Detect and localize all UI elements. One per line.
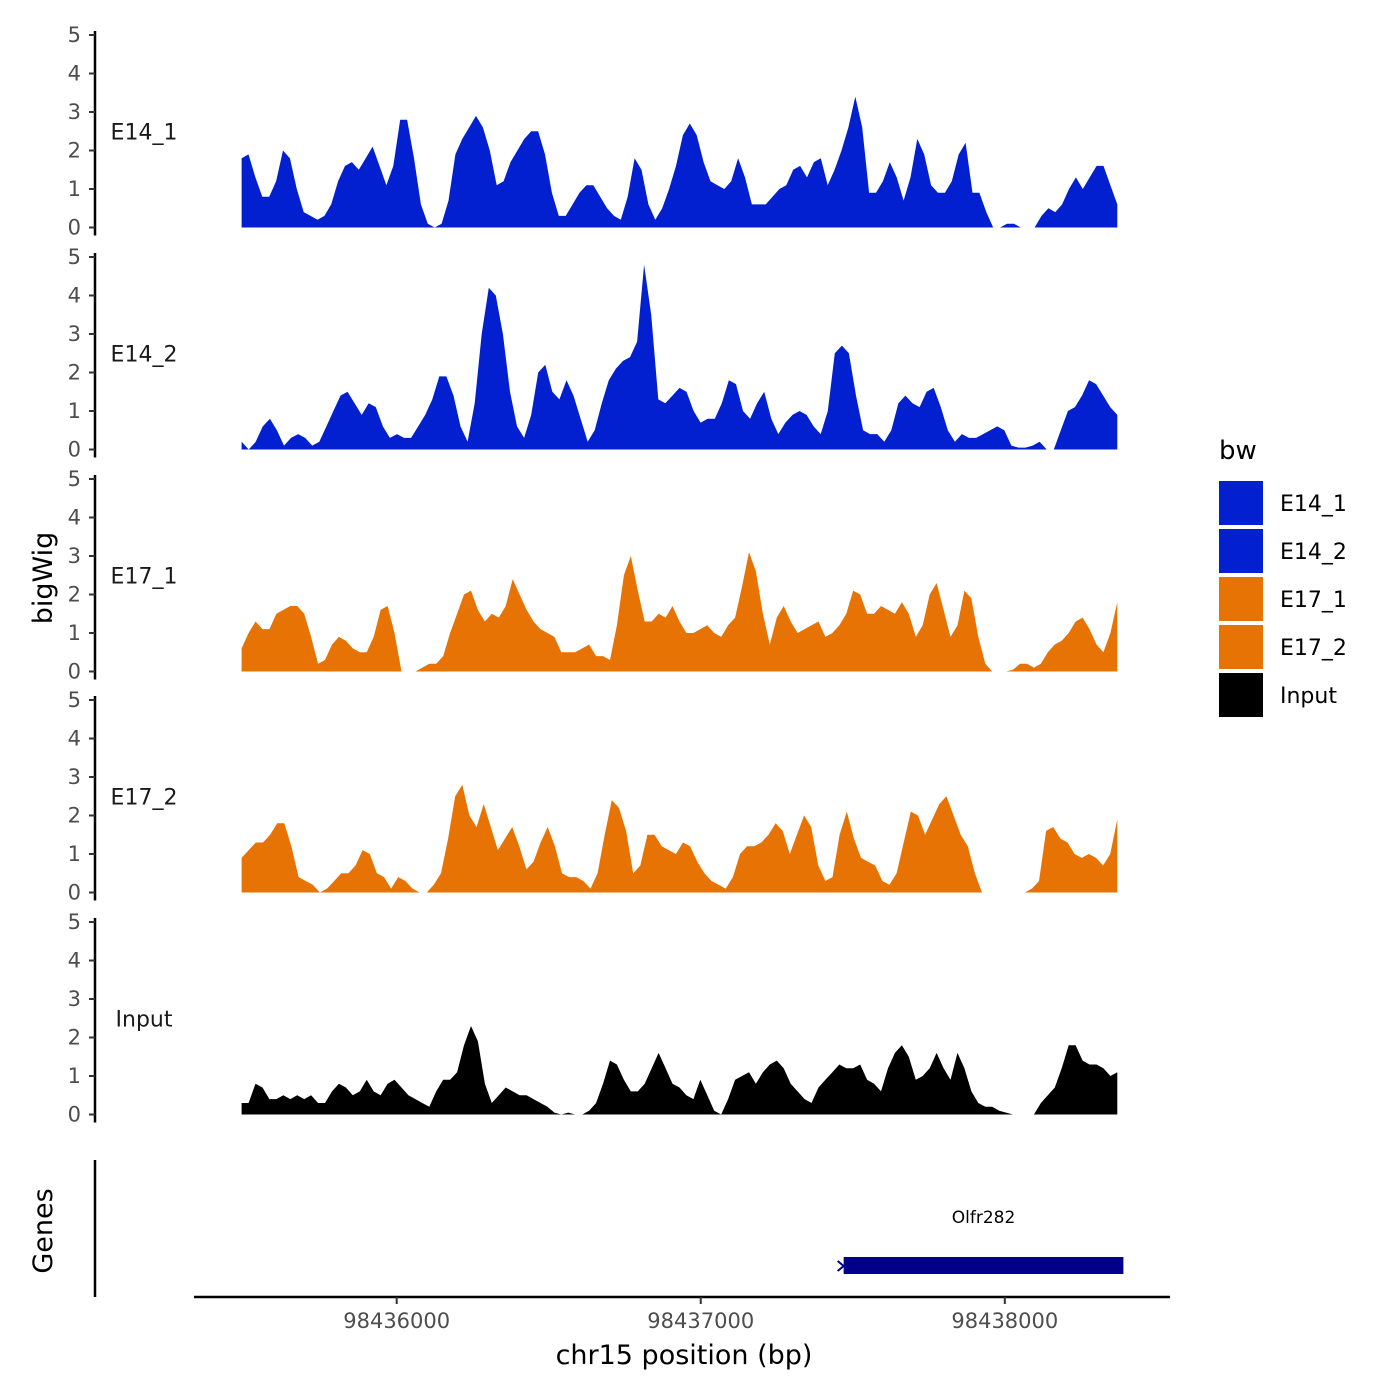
y-tick-label: 4 [68,727,81,751]
signal-area-Input [241,1026,1118,1115]
track-label-E17_1: E17_1 [111,564,178,589]
signal-area-E14_2 [241,264,1118,450]
track-E17_1: 0 1 2 3 4 5 E17_1 [68,467,1118,684]
gene-bar-Olfr282 [843,1257,1124,1274]
legend-title: bw [1219,436,1257,466]
legend: bw E14_1 E14_2 E17_1 E17_2 Input [1219,436,1347,717]
legend-label-Input: Input [1280,684,1337,709]
y-tick-label: 1 [68,842,81,866]
y-tick-label: 5 [68,910,81,934]
y-tick-label: 3 [68,987,81,1011]
y-tick-label: 0 [68,438,81,462]
y-tick-label: 5 [68,467,81,491]
track-label-E14_1: E14_1 [111,120,178,145]
y-tick-label: 3 [68,322,81,346]
y-tick-label: 2 [68,139,81,163]
signal-area-E17_2 [241,784,1118,893]
y-tick-label: 5 [68,688,81,712]
genes-panel: Olfr282 [93,1160,1124,1297]
legend-label-E17_2: E17_2 [1280,636,1347,661]
signal-tracks: 0 1 2 3 4 5 E14_1 0 1 2 3 4 5 E14_2 0 1 2 3 4 5 E17_1 0 1 2 3 4 5 E… [68,23,1118,1127]
track-label-Input: Input [116,1007,173,1032]
legend-label-E17_1: E17_1 [1280,588,1347,613]
x-tick-label: 98436000 [343,1309,450,1333]
legend-swatch-E17_1 [1219,577,1263,621]
y-tick-label: 2 [68,804,81,828]
y-tick-label: 0 [68,660,81,684]
y-tick-label: 3 [68,100,81,124]
legend-swatch-E14_2 [1219,529,1263,573]
track-label-E17_2: E17_2 [111,785,178,810]
y-tick-label: 2 [68,1026,81,1050]
y-tick-label: 5 [68,245,81,269]
signal-area-E14_1 [241,96,1118,228]
y-tick-label: 1 [68,1064,81,1088]
x-axis: 98436000 98437000 98438000 [194,1295,1170,1333]
y-tick-label: 4 [68,62,81,86]
legend-label-E14_1: E14_1 [1280,492,1347,517]
y-tick-label: 3 [68,765,81,789]
y-tick-label: 1 [68,621,81,645]
track-label-E14_2: E14_2 [111,342,178,367]
track-E17_2: 0 1 2 3 4 5 E17_2 [68,688,1118,905]
track-Input: 0 1 2 3 4 5 Input [68,910,1118,1127]
y-tick-label: 2 [68,583,81,607]
legend-swatch-E14_1 [1219,481,1263,525]
y-tick-label: 0 [68,881,81,905]
legend-label-E14_2: E14_2 [1280,540,1347,565]
y-tick-label: 0 [68,1103,81,1127]
y-tick-label: 1 [68,177,81,201]
legend-swatch-E17_2 [1219,625,1263,669]
track-E14_1: 0 1 2 3 4 5 E14_1 [68,23,1118,240]
x-tick-label: 98438000 [951,1309,1058,1333]
y-tick-label: 3 [68,544,81,568]
y-tick-label: 2 [68,361,81,385]
gene-label: Olfr282 [952,1208,1016,1228]
track-E14_2: 0 1 2 3 4 5 E14_2 [68,245,1118,462]
y-tick-label: 0 [68,216,81,240]
x-axis-title: chr15 position (bp) [556,1340,813,1371]
signal-area-E17_1 [241,552,1118,672]
y-tick-label: 5 [68,23,81,47]
x-tick-label: 98437000 [647,1309,754,1333]
gene-strand-arrow [837,1260,846,1272]
y-tick-label: 4 [68,284,81,308]
y-tick-label: 4 [68,506,81,530]
legend-swatch-Input [1219,673,1263,717]
genes-axis-title: Genes [28,1188,59,1273]
y-axis-title: bigWig [28,532,59,625]
y-tick-label: 1 [68,399,81,423]
y-tick-label: 4 [68,949,81,973]
